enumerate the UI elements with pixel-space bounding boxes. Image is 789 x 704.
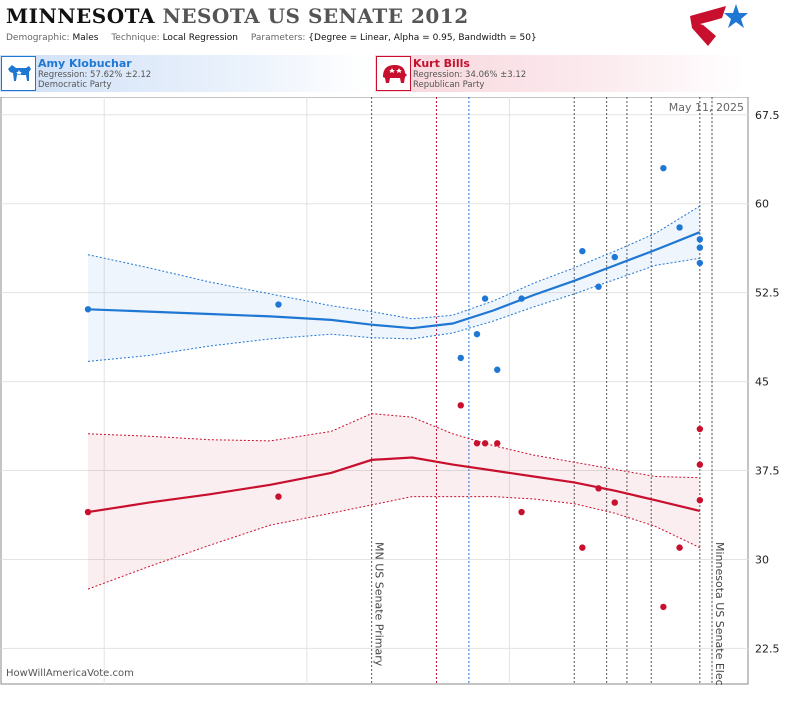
- candidate-party: Democratic Party: [38, 80, 112, 90]
- poll-point: [494, 366, 501, 373]
- y-tick-label: 60: [755, 198, 769, 211]
- poll-point: [457, 402, 464, 409]
- poll-point: [518, 508, 525, 516]
- poll-point: [611, 253, 618, 261]
- poll-point: [84, 508, 92, 516]
- poll-point: [595, 283, 602, 290]
- parameters-value: {Degree = Linear, Alpha = 0.95, Bandwidt…: [308, 33, 537, 43]
- poll-point: [696, 236, 704, 243]
- poll-point: [473, 440, 481, 447]
- annotation-label: Minnesota US Senate Election: [713, 542, 726, 685]
- poll-point: [275, 493, 282, 500]
- elephant-icon: [376, 56, 411, 91]
- source-credit: HowWillAmericaVote.com: [6, 668, 134, 679]
- poll-point: [275, 301, 282, 308]
- chart-header: MINNESOTA NESOTA US SENATE 2012 Demograp…: [0, 0, 789, 52]
- poll-point: [84, 306, 92, 313]
- poll-point: [696, 496, 704, 504]
- poll-point: [696, 461, 704, 468]
- candidate-regression: Regression: 34.06% ±3.12: [413, 70, 527, 80]
- poll-point: [676, 224, 683, 231]
- poll-point: [696, 244, 704, 251]
- y-tick-label: 45: [755, 376, 769, 389]
- date-stamp: May 11, 2025: [669, 101, 744, 114]
- poll-point: [518, 295, 525, 302]
- poll-point: [595, 485, 602, 492]
- demographic-value: Males: [72, 33, 99, 43]
- y-tick-label: 52.5: [755, 287, 780, 300]
- poll-point: [481, 440, 489, 447]
- poll-point: [696, 259, 704, 267]
- y-tick-label: 30: [755, 553, 769, 566]
- annotation-label: MN US Senate Primary: [373, 542, 386, 667]
- poll-point: [660, 603, 667, 611]
- page-title: MINNESOTA NESOTA US SENATE 2012: [6, 4, 469, 28]
- y-tick-label: 22.5: [755, 642, 780, 655]
- candidate-card-rep: Kurt Bills Regression: 34.06% ±3.12 Repu…: [375, 55, 745, 92]
- candidate-name: Kurt Bills: [413, 57, 470, 70]
- poll-point: [660, 164, 667, 172]
- candidate-regression: Regression: 57.62% ±2.12: [38, 70, 152, 80]
- poll-point: [611, 499, 618, 506]
- poll-point: [696, 425, 704, 433]
- title-state: MINNESOTA: [6, 4, 155, 28]
- plot-border: [0, 97, 749, 685]
- confidence-band: [88, 206, 700, 362]
- chart-parameters: Demographic: Males Technique: Local Regr…: [6, 33, 547, 43]
- candidate-party: Republican Party: [413, 80, 485, 90]
- technique-value: Local Regression: [162, 33, 238, 43]
- site-logo-icon: [690, 4, 748, 46]
- y-tick-label: 67.5: [755, 109, 780, 122]
- poll-point: [457, 354, 464, 362]
- donkey-icon: [1, 56, 36, 91]
- trend-line: [87, 456, 701, 514]
- technique-label: Technique:: [111, 33, 160, 43]
- demographic-label: Demographic:: [6, 33, 70, 43]
- poll-point: [579, 544, 586, 551]
- trend-line: [87, 231, 701, 330]
- y-tick-label: 37.5: [755, 465, 780, 478]
- parameters-label: Parameters:: [250, 33, 306, 43]
- candidate-name: Amy Klobuchar: [38, 57, 132, 70]
- band-lower: [87, 257, 700, 362]
- poll-point: [481, 295, 489, 302]
- poll-point: [473, 330, 481, 338]
- poll-point: [494, 440, 501, 447]
- poll-point: [676, 544, 683, 551]
- poll-point: [579, 247, 586, 255]
- title-race: NESOTA US SENATE 2012: [162, 4, 469, 28]
- candidate-card-dem: Amy Klobuchar Regression: 57.62% ±2.12 D…: [0, 55, 370, 92]
- band-upper: [87, 413, 700, 479]
